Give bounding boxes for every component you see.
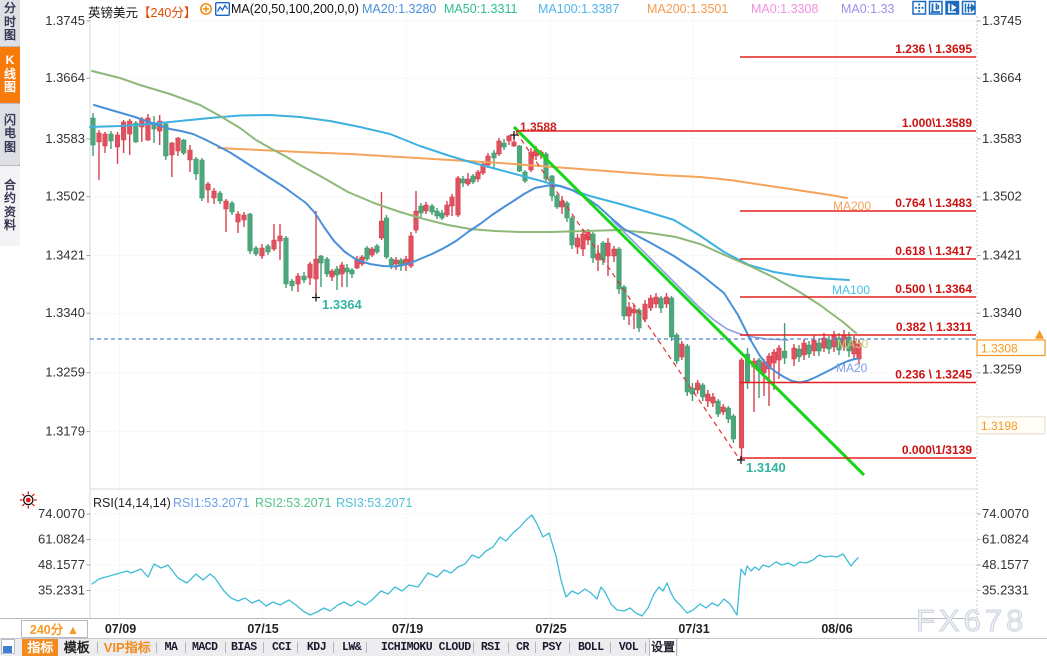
svg-text:0.500 \ 1.3364: 0.500 \ 1.3364 [895,282,972,296]
svg-text:35.2331: 35.2331 [982,583,1029,598]
svg-text:61.0824: 61.0824 [38,532,85,547]
svg-text:RSI3:53.2071: RSI3:53.2071 [336,496,412,510]
svg-text:48.1577: 48.1577 [38,557,85,572]
svg-text:0.764 \ 1.3483: 0.764 \ 1.3483 [895,196,972,210]
svg-text:1.3140: 1.3140 [746,460,786,475]
svg-text:1.3364: 1.3364 [322,297,363,312]
svg-text:1.3745: 1.3745 [982,13,1022,28]
svg-text:RSI2:53.2071: RSI2:53.2071 [255,496,331,510]
svg-text:61.0824: 61.0824 [982,532,1029,547]
svg-text:RSI(14,14,14): RSI(14,14,14) [93,496,171,510]
svg-text:1.3179: 1.3179 [45,424,85,439]
svg-text:35.2331: 35.2331 [38,583,85,598]
svg-text:RSI1:53.2071: RSI1:53.2071 [173,496,249,510]
svg-text:1.3259: 1.3259 [982,362,1022,377]
svg-text:1.3340: 1.3340 [45,305,85,320]
svg-text:1.3583: 1.3583 [45,131,85,146]
svg-text:0.000\1/3139: 0.000\1/3139 [902,443,972,457]
svg-text:FX678: FX678 [916,603,1027,638]
svg-text:1.3308: 1.3308 [981,342,1018,356]
svg-text:0.618 \ 1.3417: 0.618 \ 1.3417 [895,244,972,258]
svg-text:1.3340: 1.3340 [982,305,1022,320]
svg-text:MA50: MA50 [837,337,869,351]
svg-text:74.0070: 74.0070 [982,506,1029,521]
svg-text:1.3502: 1.3502 [982,189,1022,204]
svg-text:MA200: MA200 [833,199,871,213]
svg-text:1.3198: 1.3198 [981,419,1018,433]
svg-text:1.3583: 1.3583 [982,131,1022,146]
svg-text:1.3664: 1.3664 [45,70,85,85]
svg-text:0.382 \ 1.3311: 0.382 \ 1.3311 [896,320,972,334]
svg-text:1.236 \ 1.3695: 1.236 \ 1.3695 [895,42,972,56]
svg-text:1.3745: 1.3745 [45,13,85,28]
svg-text:1.3421: 1.3421 [45,248,85,263]
svg-text:1.3664: 1.3664 [982,70,1022,85]
svg-text:1.3421: 1.3421 [982,248,1022,263]
svg-text:1.000\1.3589: 1.000\1.3589 [902,116,972,130]
svg-text:1.3588: 1.3588 [520,120,557,134]
svg-text:1.3259: 1.3259 [45,365,85,380]
svg-text:0.236 \ 1.3245: 0.236 \ 1.3245 [895,368,972,382]
svg-text:MA100: MA100 [832,283,870,297]
svg-text:48.1577: 48.1577 [982,557,1029,572]
svg-text:MA20: MA20 [836,361,868,375]
svg-text:74.0070: 74.0070 [38,506,85,521]
svg-text:1.3502: 1.3502 [45,189,85,204]
